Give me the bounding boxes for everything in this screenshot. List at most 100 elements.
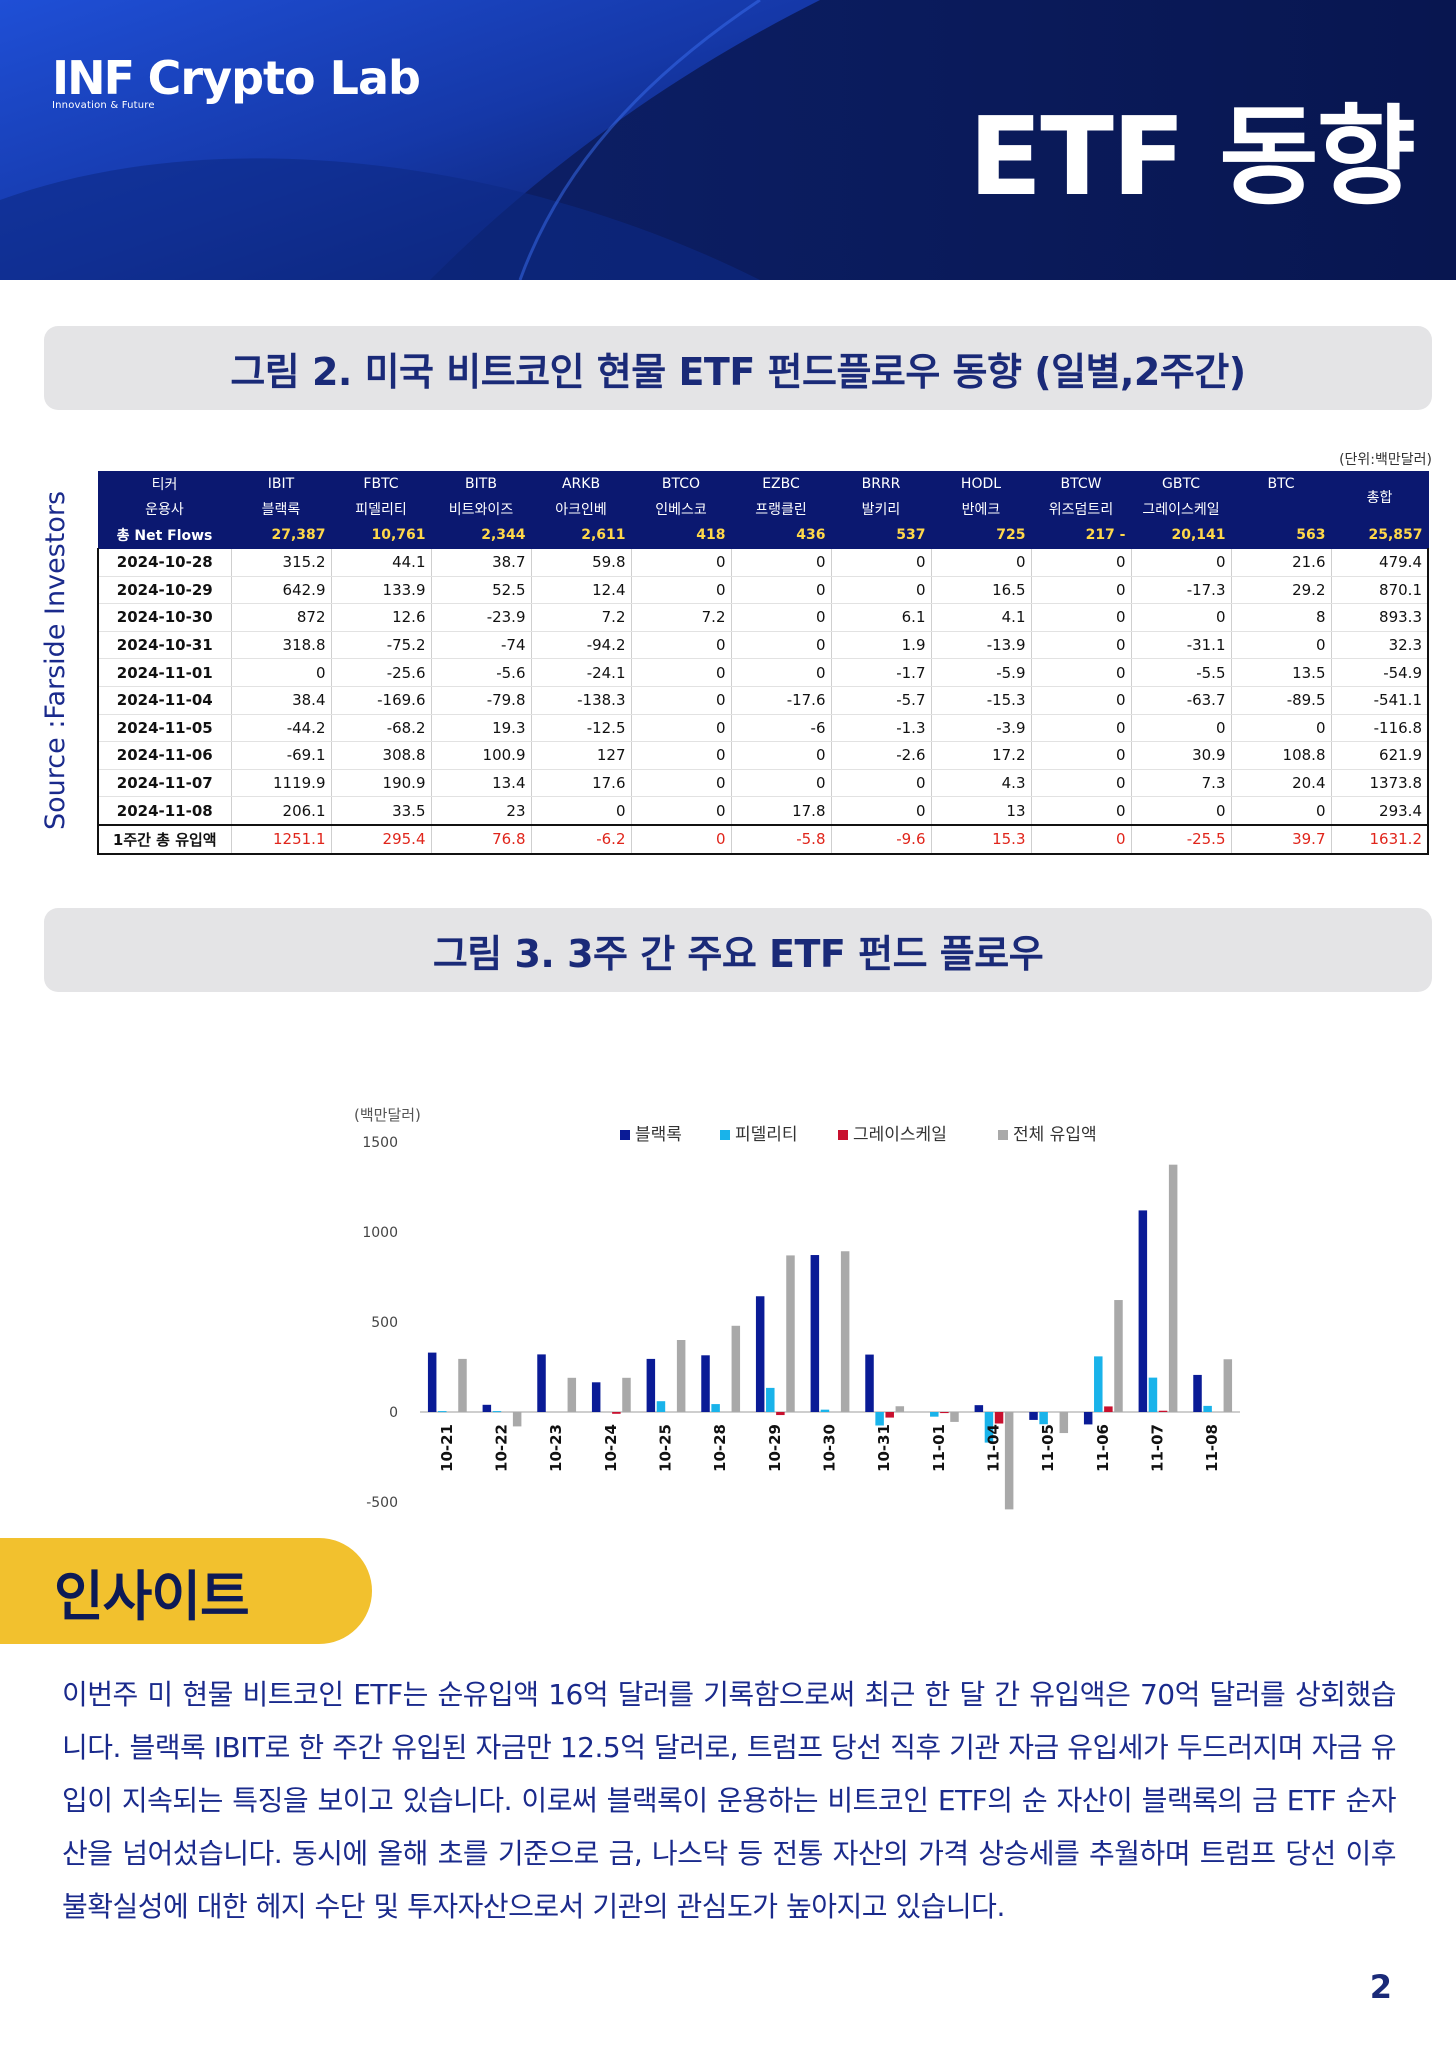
value-cell: 0	[631, 631, 732, 660]
weekly-total-cell: -6.2	[531, 823, 632, 855]
chart-bar	[622, 1377, 631, 1412]
chart-bar	[701, 1355, 710, 1412]
chart-bar	[1148, 1377, 1158, 1412]
value-cell: 308.8	[331, 741, 432, 770]
ticker-cell: FBTC	[330, 471, 432, 497]
value-cell: 0	[1131, 796, 1232, 826]
chart-bar	[895, 1406, 905, 1412]
value-cell: -68.2	[331, 714, 432, 743]
chart-bar	[776, 1412, 785, 1416]
chart-bar	[1083, 1412, 1093, 1425]
chart-bar	[1039, 1412, 1048, 1425]
chart-bar	[612, 1412, 621, 1414]
value-cell: 0	[1131, 714, 1232, 743]
chart-bar	[1114, 1300, 1123, 1412]
value-cell: 127	[531, 741, 632, 770]
chart-bar	[482, 1404, 492, 1412]
source-label: Source :Farside Investors	[40, 490, 71, 830]
logo-tagline: Innovation & Future	[52, 100, 155, 111]
chart-bar	[885, 1412, 894, 1418]
chart-bar	[591, 1382, 601, 1412]
value-cell: 12.4	[531, 576, 632, 605]
ticker-cell: ARKB	[530, 471, 632, 497]
legend-label: 블랙록	[635, 1125, 682, 1145]
chart-bar	[810, 1255, 820, 1412]
net-flows-cell: 418	[630, 521, 732, 549]
y-tick-label: 500	[371, 1315, 398, 1331]
net-flows-label: 총 Net Flows	[97, 521, 232, 549]
value-cell: -75.2	[331, 631, 432, 660]
chart-bar	[974, 1405, 984, 1412]
value-cell: 20.4	[1231, 769, 1332, 798]
chart-bar	[512, 1412, 522, 1427]
net-flows-cell: 10,761	[330, 521, 432, 549]
value-cell: 0	[731, 741, 832, 770]
table-row: 2024-11-08 206.1 33.5 23 0 0 17.8 0 13 0 0 0 293.4	[97, 796, 1429, 826]
value-cell: 23	[431, 796, 532, 826]
value-cell: 108.8	[1231, 741, 1332, 770]
value-cell: 13.4	[431, 769, 532, 798]
table-row: 2024-10-28 315.2 44.1 38.7 59.8 0 0 0 0 0 0 21.6 479…	[97, 548, 1429, 577]
value-cell: 12.6	[331, 603, 432, 632]
x-tick-label: 10-29	[766, 1424, 784, 1472]
weekly-total-cell: 76.8	[431, 823, 532, 855]
x-tick-label: 11-04	[985, 1424, 1003, 1472]
value-cell: -541.1	[1331, 686, 1429, 715]
date-cell: 2024-11-05	[97, 714, 232, 743]
value-cell: 1119.9	[231, 769, 332, 798]
date-cell: 2024-10-30	[97, 603, 232, 632]
table-row: 2024-11-06 -69.1 308.8 100.9 127 0 0 -2.6 17.2 0 3…	[97, 741, 1429, 770]
weekly-total-cell: 0	[1031, 823, 1132, 855]
value-cell: -63.7	[1131, 686, 1232, 715]
value-cell: -5.6	[431, 658, 532, 687]
value-cell: -74	[431, 631, 532, 660]
net-flows-cell: 27,387	[230, 521, 332, 549]
value-cell: -12.5	[531, 714, 632, 743]
y-tick-label: 1500	[362, 1135, 398, 1151]
chart-bar	[537, 1354, 546, 1412]
value-cell: -116.8	[1331, 714, 1429, 743]
date-cell: 2024-11-08	[97, 796, 232, 826]
chart-bar	[940, 1412, 949, 1414]
value-cell: -69.1	[231, 741, 332, 770]
page-number: 2	[1369, 1968, 1392, 2006]
figure2-title-banner: 그림 2. 미국 비트코인 현물 ETF 펀드플로우 동향 (일별,2주간)	[44, 326, 1432, 410]
figure3-title: 그림 3. 3주 간 주요 ETF 펀드 플로우	[432, 931, 1044, 976]
value-cell: 0	[1231, 714, 1332, 743]
chart-bar	[786, 1255, 795, 1412]
value-cell: -169.6	[331, 686, 432, 715]
value-cell: 0	[731, 658, 832, 687]
chart-bar	[1203, 1405, 1212, 1412]
value-cell: -6	[731, 714, 832, 743]
table-row: 2024-11-05 -44.2 -68.2 19.3 -12.5 0 -6 -1.3 -3.9…	[97, 714, 1429, 743]
value-cell: 870.1	[1331, 576, 1429, 605]
date-cell: 2024-10-28	[97, 548, 232, 577]
value-cell: 17.8	[731, 796, 832, 826]
value-cell: -17.3	[1131, 576, 1232, 605]
chart-bar	[1094, 1356, 1103, 1412]
manager-cell: 프랭클린	[730, 496, 832, 522]
chart-bar	[766, 1387, 775, 1412]
ticker-row: 티커 IBIT FBTC BITB ARKB BTCO EZBC BRRR HO…	[97, 471, 1429, 522]
unit-note: (단위:백만달러)	[1339, 452, 1432, 468]
value-cell: -1.7	[831, 658, 932, 687]
value-cell: 0	[1131, 603, 1232, 632]
value-cell: -5.9	[931, 658, 1032, 687]
value-cell: 13	[931, 796, 1032, 826]
value-cell: 0	[731, 631, 832, 660]
value-cell: 315.2	[231, 548, 332, 577]
value-cell: 30.9	[1131, 741, 1232, 770]
weekly-total-cell: 15.3	[931, 823, 1032, 855]
figure3-title-banner: 그림 3. 3주 간 주요 ETF 펀드 플로우	[44, 908, 1432, 992]
manager-cell: 발키리	[830, 496, 932, 522]
x-tick-label: 11-07	[1149, 1424, 1167, 1472]
value-cell: 479.4	[1331, 548, 1429, 577]
net-flows-cell: 25,857	[1330, 521, 1429, 549]
value-cell: 0	[1031, 714, 1132, 743]
chart-bar	[656, 1401, 666, 1412]
legend-swatch	[838, 1130, 848, 1140]
chart-bar	[676, 1340, 686, 1412]
chart-bar	[646, 1358, 656, 1412]
chart-bar	[1168, 1164, 1178, 1412]
value-cell: 893.3	[1331, 603, 1429, 632]
